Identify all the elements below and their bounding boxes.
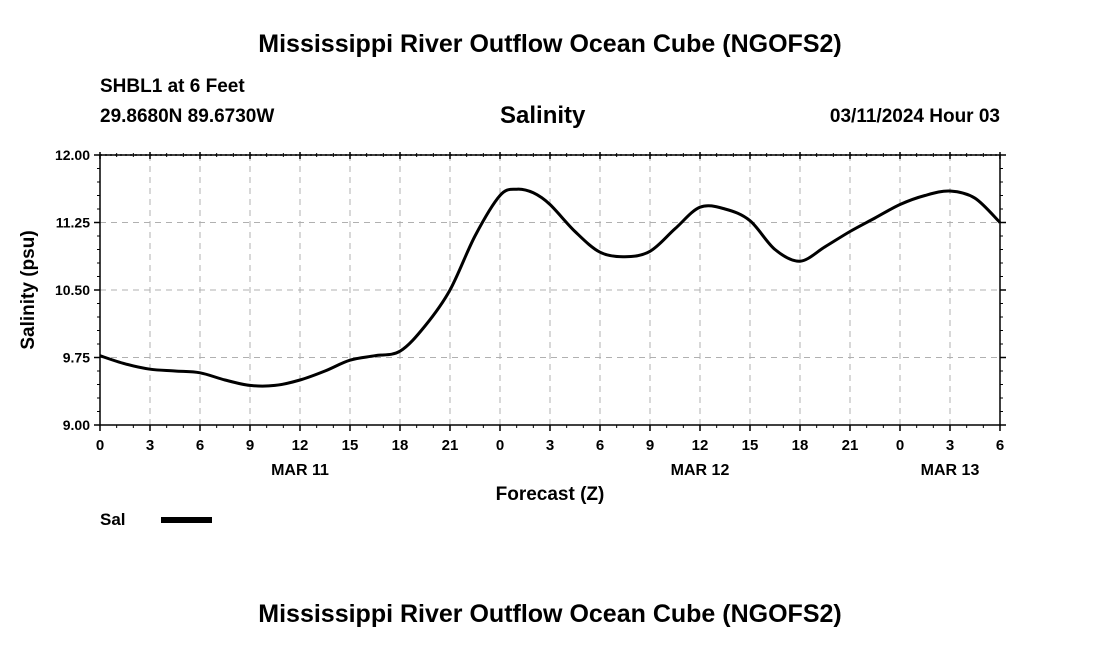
x-tick-label: 18 <box>392 437 409 454</box>
x-tick-label: 3 <box>946 437 954 454</box>
x-tick-label: 15 <box>742 437 759 454</box>
y-tick-label: 11.25 <box>56 215 90 231</box>
x-tick-label: 21 <box>442 437 459 454</box>
footer-title: Mississippi River Outflow Ocean Cube (NG… <box>258 600 842 628</box>
legend-label: Sal <box>100 510 126 529</box>
x-tick-label: 9 <box>246 437 254 454</box>
x-tick-label: 6 <box>196 437 204 454</box>
forecast-timestamp: 03/11/2024 Hour 03 <box>829 106 1000 127</box>
y-tick-label: 9.00 <box>63 417 90 433</box>
date-label: MAR 11 <box>271 462 329 479</box>
y-tick-label: 9.75 <box>63 350 90 366</box>
station-coordinates: 29.8680N 89.6730W <box>100 106 275 127</box>
x-tick-label: 3 <box>146 437 154 454</box>
x-tick-label: 0 <box>496 437 504 454</box>
x-tick-label: 6 <box>996 437 1004 454</box>
station-label: SHBL1 at 6 Feet <box>100 76 245 97</box>
date-label: MAR 13 <box>921 462 980 479</box>
x-tick-label: 3 <box>546 437 554 454</box>
y-tick-label: 10.50 <box>55 282 90 298</box>
grid-layer <box>100 155 1000 425</box>
y-tick-label: 12.00 <box>55 147 90 163</box>
x-tick-label: 0 <box>896 437 904 454</box>
axis-label-layer: 0 3 6 9 12 15 18 21 0 3 6 9 12 15 18 21 0 3 6 9.00 9.75 10.50… <box>55 147 1004 479</box>
salinity-series-line <box>99 187 1002 388</box>
tick-layer <box>94 152 1006 431</box>
x-axis-label: Forecast (Z) <box>496 484 605 505</box>
x-tick-label: 9 <box>646 437 654 454</box>
x-tick-label: 0 <box>96 437 104 454</box>
x-tick-label: 6 <box>596 437 604 454</box>
date-label: MAR 12 <box>671 462 730 479</box>
chart-main-title: Mississippi River Outflow Ocean Cube (NG… <box>258 30 842 58</box>
x-tick-label: 12 <box>292 437 309 454</box>
x-tick-label: 15 <box>342 437 359 454</box>
x-tick-label: 21 <box>842 437 859 454</box>
x-tick-label: 12 <box>692 437 709 454</box>
chart-subtitle: Salinity <box>500 102 586 129</box>
y-axis-label: Salinity (psu) <box>18 230 39 349</box>
x-tick-label: 18 <box>792 437 809 454</box>
